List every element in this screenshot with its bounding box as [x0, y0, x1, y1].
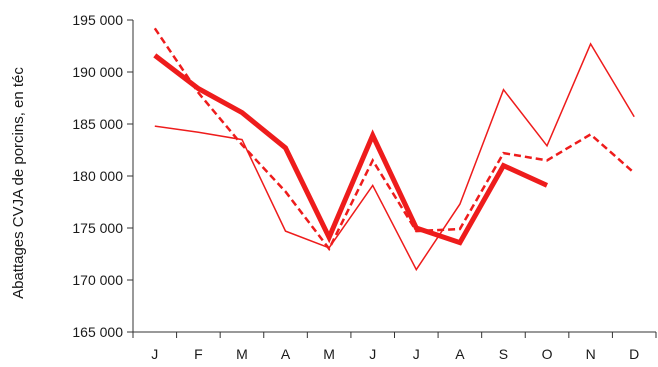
y-axis: 165 000 170 000 175 000 180 000 185 000 190 0…	[72, 12, 134, 340]
series-line-thick	[153, 53, 549, 246]
series-line-dashed	[153, 27, 636, 252]
x-tick-label: N	[586, 346, 596, 362]
y-tick-label: 195 000	[72, 12, 123, 28]
series-line-thin	[154, 42, 635, 272]
x-tick-label: O	[542, 346, 553, 362]
series-layer	[153, 27, 636, 272]
x-tick-label: J	[413, 346, 420, 362]
x-tick-label: A	[455, 346, 465, 362]
x-tick-label: M	[236, 346, 248, 362]
y-tick-label: 185 000	[72, 116, 123, 132]
x-tick-label: J	[369, 346, 376, 362]
x-tick-label: S	[499, 346, 508, 362]
y-tick-label: 175 000	[72, 220, 123, 236]
y-axis-label: Abattages CVJA de porcins, en téc	[10, 67, 27, 299]
y-tick-label: 170 000	[72, 272, 123, 288]
x-tick-label: F	[194, 346, 203, 362]
x-tick-label: J	[151, 346, 158, 362]
y-tick-label: 180 000	[72, 168, 123, 184]
y-tick-label: 165 000	[72, 324, 123, 340]
y-tick-label: 190 000	[72, 64, 123, 80]
x-tick-label: D	[629, 346, 639, 362]
x-tick-label: A	[281, 346, 291, 362]
x-tick-label: M	[323, 346, 335, 362]
